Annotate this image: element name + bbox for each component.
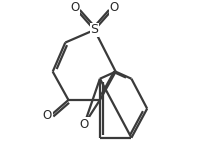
Text: O: O [70, 1, 79, 14]
Text: O: O [42, 109, 52, 122]
Text: O: O [79, 118, 88, 131]
Text: O: O [109, 1, 118, 14]
Text: S: S [90, 23, 98, 36]
